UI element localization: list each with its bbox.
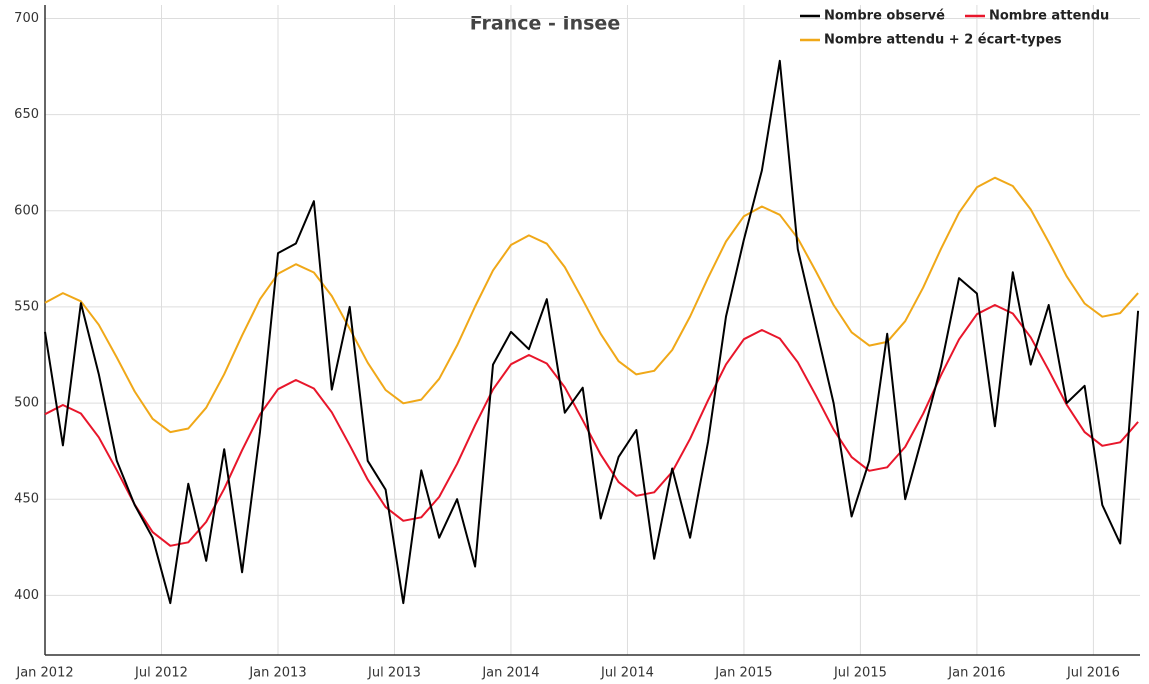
series-line (44, 59, 1140, 605)
x-tick-label: Jul 2012 (134, 666, 188, 681)
x-tick-label: Jan 2012 (15, 666, 73, 681)
x-tick-label: Jul 2014 (600, 666, 654, 681)
legend-label: Nombre attendu + 2 écart-types (824, 33, 1062, 48)
y-tick-label: 400 (14, 588, 39, 603)
x-tick-label: Jan 2016 (947, 666, 1005, 681)
chart-title: France - Insee (470, 13, 620, 35)
series-line (44, 176, 1139, 434)
x-tick-label: Jul 2016 (1066, 666, 1120, 681)
legend-label: Nombre attendu (989, 9, 1109, 24)
y-tick-label: 450 (14, 492, 39, 507)
y-tick-label: 700 (14, 11, 39, 26)
x-tick-label: Jan 2015 (714, 666, 772, 681)
x-tick-label: Jul 2013 (367, 666, 421, 681)
y-tick-label: 500 (14, 396, 39, 411)
x-tick-label: Jan 2013 (248, 666, 306, 681)
series-line (44, 304, 1139, 547)
y-tick-label: 650 (14, 107, 39, 122)
y-tick-label: 550 (14, 299, 39, 314)
x-tick-label: Jul 2015 (833, 666, 887, 681)
x-tick-label: Jan 2014 (481, 666, 539, 681)
y-tick-label: 600 (14, 203, 39, 218)
legend-label: Nombre observé (824, 9, 945, 24)
